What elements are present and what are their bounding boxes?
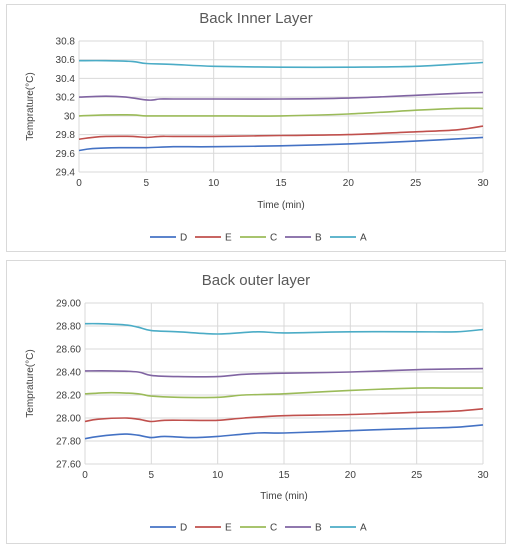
y-tick-label: 30.2 [56,93,76,104]
x-tick-label: 30 [477,470,489,481]
y-tick-label: 29.8 [56,130,76,141]
legend-label-C: C [270,523,277,534]
chart-svg: Back outer layer 27.60 27.80 28.00 28.20 28.4… [25,272,489,534]
y-tick-label: 27.60 [56,460,81,471]
y-axis-title: Temprature(°C) [25,349,36,417]
legend-label-B: B [315,523,322,534]
legend-label-A: A [360,523,367,534]
series-line-E [78,125,484,140]
legend-label-E: E [225,523,232,534]
series-line-E [84,408,484,423]
chart-svg: Back Inner Layer 29.4 29.6 29.8 30 30.2 30.4 30… [25,10,489,244]
legend-label-B: B [315,233,322,244]
chart-title: Back outer layer [202,272,310,289]
series-line-D [84,424,484,440]
chart-panel-back-inner-layer: Back Inner Layer 29.4 29.6 29.8 30 30.2 30.4 30… [6,4,506,252]
series-line-D [78,136,484,152]
legend-label-E: E [225,233,232,244]
x-tick-label: 10 [208,178,220,189]
y-tick-label: 29.00 [56,299,81,310]
series-line-B [78,91,484,101]
legend-label-A: A [360,233,367,244]
x-tick-label: 25 [410,178,422,189]
x-tick-label: 20 [343,178,355,189]
series-line-C [78,107,484,117]
y-tick-label: 30.4 [56,74,76,85]
y-tick-label: 28.80 [56,322,81,333]
chart-panel-back-outer-layer: Back outer layer 27.60 27.80 28.00 28.20 28.4… [6,260,506,544]
x-tick-label: 25 [411,470,423,481]
x-axis-title: Time (min) [260,491,307,502]
x-tick-label: 30 [477,178,489,189]
x-tick-label: 0 [76,178,82,189]
x-tick-label: 10 [212,470,224,481]
legend-label-C: C [270,233,277,244]
y-tick-label: 29.6 [56,149,76,160]
y-tick-label: 28.20 [56,391,81,402]
y-tick-label: 28.00 [56,414,81,425]
y-tick-label: 30.6 [56,55,76,66]
chart-title: Back Inner Layer [199,10,312,27]
y-axis-title: Temprature(°C) [25,72,36,140]
x-tick-label: 0 [82,470,88,481]
series-line-A [78,59,484,69]
y-tick-label: 30.8 [56,37,76,48]
legend-label-D: D [180,523,187,534]
y-tick-label: 27.80 [56,437,81,448]
x-tick-label: 15 [275,178,287,189]
y-tick-label: 28.60 [56,345,81,356]
x-tick-label: 20 [345,470,357,481]
x-axis-title: Time (min) [257,200,304,211]
series-line-A [84,322,484,335]
x-tick-label: 5 [149,470,155,481]
series-line-C [84,387,483,399]
series-line-B [84,367,484,378]
y-tick-label: 30 [64,111,76,122]
legend-label-D: D [180,233,187,244]
x-tick-label: 5 [144,178,150,189]
x-tick-label: 15 [278,470,290,481]
y-tick-label: 28.40 [56,368,81,379]
y-tick-label: 29.4 [56,168,76,179]
